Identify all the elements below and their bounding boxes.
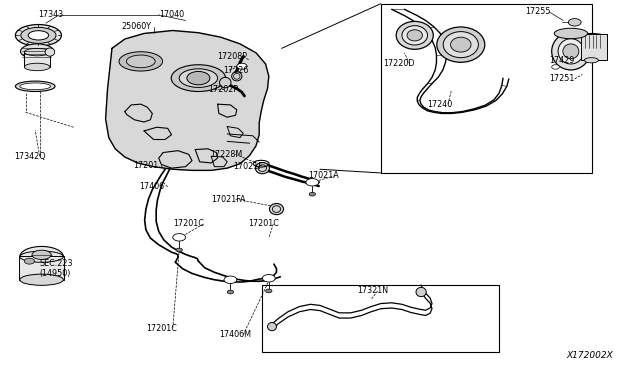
Circle shape [227, 290, 234, 294]
Text: SEC.223
(14950): SEC.223 (14950) [40, 259, 73, 278]
Text: 17040: 17040 [159, 10, 184, 19]
Circle shape [24, 258, 35, 264]
Text: 17201C: 17201C [173, 219, 204, 228]
Ellipse shape [24, 48, 50, 56]
Ellipse shape [179, 69, 218, 87]
Circle shape [309, 192, 316, 196]
Text: 17406: 17406 [140, 182, 164, 191]
Bar [581, 34, 607, 60]
Ellipse shape [563, 44, 579, 59]
Ellipse shape [232, 71, 242, 81]
Ellipse shape [268, 323, 276, 331]
Text: 17021FA: 17021FA [211, 195, 246, 203]
Circle shape [306, 179, 319, 186]
Ellipse shape [20, 274, 63, 285]
Text: 17406M: 17406M [219, 330, 251, 339]
Text: 17342Q: 17342Q [14, 152, 45, 161]
Text: 17343: 17343 [38, 10, 63, 19]
Text: 17251: 17251 [549, 74, 575, 83]
Ellipse shape [584, 58, 598, 63]
Ellipse shape [443, 32, 479, 58]
Circle shape [173, 234, 186, 241]
Ellipse shape [396, 21, 433, 49]
Circle shape [568, 19, 581, 26]
Text: 17220D: 17220D [383, 60, 414, 68]
Text: 17021A: 17021A [308, 171, 339, 180]
Ellipse shape [20, 27, 56, 43]
Text: X172002X: X172002X [566, 351, 613, 360]
Text: 17321N: 17321N [357, 286, 388, 295]
Text: 17255: 17255 [525, 7, 550, 16]
Bar [24, 52, 50, 67]
Circle shape [224, 276, 237, 283]
Ellipse shape [127, 55, 156, 68]
Ellipse shape [32, 250, 51, 260]
Polygon shape [106, 31, 269, 170]
Text: 17201C: 17201C [248, 219, 279, 228]
Ellipse shape [407, 30, 422, 41]
Ellipse shape [172, 65, 226, 92]
Text: 17429: 17429 [549, 56, 575, 65]
Bar [381, 4, 592, 173]
Ellipse shape [554, 28, 588, 39]
Text: 17201C: 17201C [146, 324, 177, 333]
Ellipse shape [558, 39, 584, 64]
Ellipse shape [552, 33, 590, 70]
Text: 17208P: 17208P [218, 52, 248, 61]
Ellipse shape [20, 44, 54, 59]
Text: 17226: 17226 [223, 66, 248, 75]
Ellipse shape [28, 31, 49, 40]
Ellipse shape [220, 77, 231, 88]
Ellipse shape [20, 83, 51, 90]
Ellipse shape [45, 48, 55, 56]
Ellipse shape [451, 37, 471, 52]
Ellipse shape [436, 27, 485, 62]
Text: 17202P: 17202P [209, 85, 239, 94]
Ellipse shape [269, 203, 284, 215]
Ellipse shape [15, 25, 61, 46]
Ellipse shape [416, 287, 426, 297]
Text: 17240: 17240 [428, 100, 452, 109]
Circle shape [237, 63, 247, 69]
Circle shape [266, 289, 272, 293]
Circle shape [552, 65, 559, 69]
Circle shape [187, 71, 210, 85]
Ellipse shape [119, 52, 163, 71]
Bar [262, 285, 499, 352]
Ellipse shape [255, 163, 269, 174]
Ellipse shape [15, 81, 55, 92]
Bar [19, 256, 64, 280]
Text: 17201: 17201 [133, 161, 158, 170]
Text: 17228M: 17228M [210, 150, 242, 159]
Text: 17021F: 17021F [234, 162, 263, 171]
Text: 25060Y: 25060Y [122, 22, 152, 31]
Circle shape [176, 248, 182, 252]
Ellipse shape [20, 246, 63, 267]
Ellipse shape [402, 26, 428, 45]
Ellipse shape [24, 63, 50, 71]
Circle shape [262, 275, 275, 282]
